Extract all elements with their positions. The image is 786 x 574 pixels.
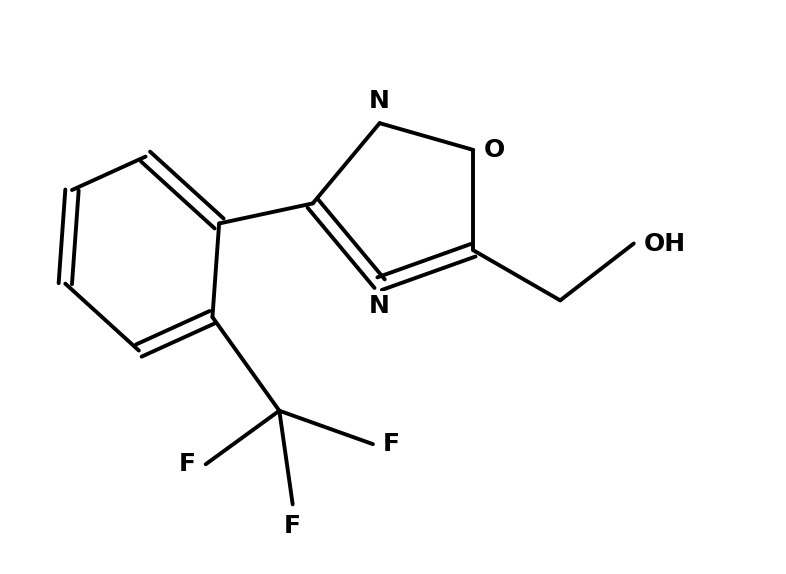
Text: N: N (369, 294, 390, 317)
Text: F: F (285, 514, 301, 538)
Text: F: F (383, 432, 400, 456)
Text: N: N (369, 89, 390, 113)
Text: O: O (483, 138, 505, 162)
Text: OH: OH (644, 231, 686, 255)
Text: F: F (178, 452, 196, 476)
